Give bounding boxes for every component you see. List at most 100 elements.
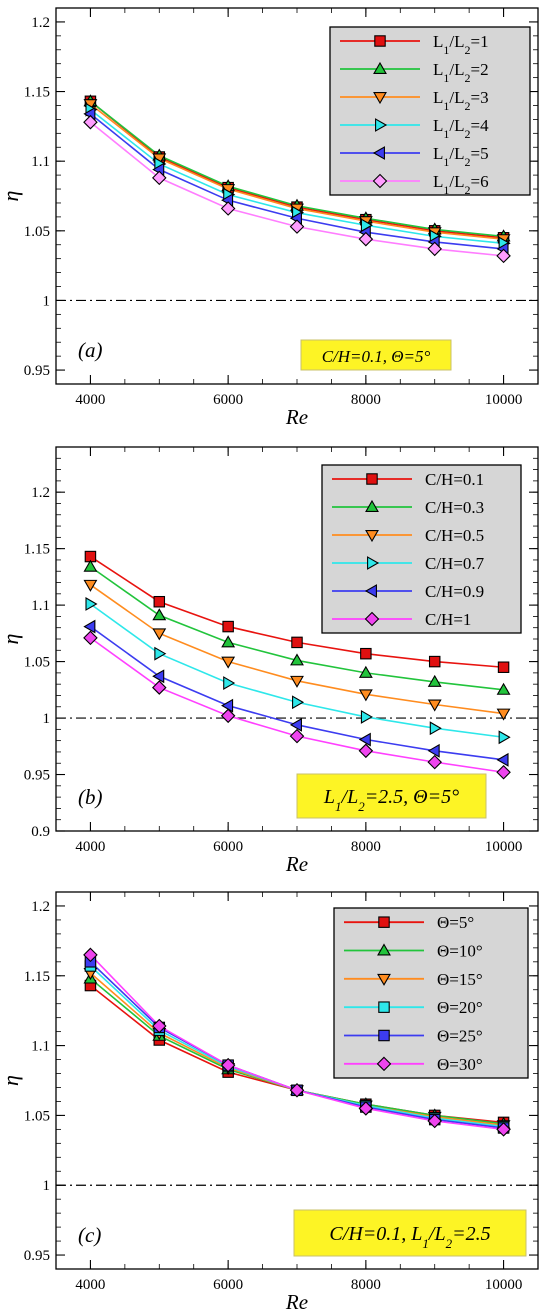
y-tick-label: 1.15 <box>24 542 50 558</box>
y-tick-label: 1.15 <box>24 85 50 101</box>
legend-label: Θ=20° <box>437 998 483 1017</box>
x-tick-label: 10000 <box>485 1277 523 1293</box>
data-point-s6 <box>358 231 374 247</box>
y-tick-label: 1 <box>43 1178 51 1194</box>
data-point-s1 <box>360 647 372 660</box>
legend-marker <box>373 61 387 74</box>
legend-marker <box>364 584 377 598</box>
data-point-s5 <box>152 669 165 684</box>
data-point-s3 <box>221 656 236 669</box>
legend-box <box>333 907 529 1079</box>
legend-marker <box>377 973 391 986</box>
data-point-s6 <box>427 1113 442 1129</box>
data-point-s3 <box>496 708 511 721</box>
data-point-s2 <box>496 682 511 695</box>
y-tick-label: 1.2 <box>31 899 50 915</box>
legend-label: C/H=0.7 <box>425 554 485 573</box>
data-point-s5 <box>83 619 96 634</box>
y-tick-label: 1 <box>43 293 51 309</box>
legend-label: C/H=0.9 <box>425 582 484 601</box>
x-tick-label: 4000 <box>75 1277 105 1293</box>
x-tick-label: 10000 <box>485 839 523 855</box>
data-point-s5 <box>221 698 234 713</box>
data-point-s4 <box>360 709 373 724</box>
data-point-s6 <box>152 1018 167 1034</box>
panel-label: (b) <box>78 785 103 809</box>
x-tick-label: 6000 <box>213 1277 243 1293</box>
y-tick-label: 1.2 <box>31 485 50 501</box>
panel-label: (a) <box>78 338 103 362</box>
data-point-s6 <box>427 754 442 770</box>
chart-panel-3: 0.95 1 1.05 1.1 1.15 1.2 4000 6000 8000 10000 Re η (… <box>0 891 539 1313</box>
y-tick-label: 1.15 <box>24 969 50 985</box>
data-point-s4 <box>85 597 98 611</box>
data-point-s5 <box>427 743 440 758</box>
annotation-box <box>296 773 487 819</box>
data-point-s3 <box>358 689 373 702</box>
y-tick-label: 1.1 <box>31 154 50 170</box>
data-point-s6 <box>83 114 98 130</box>
legend-label: Θ=10° <box>437 942 483 961</box>
chart-panel-1: 0.95 1 1.05 1.1 1.15 1.2 4000 6000 8000 10000 Re η (… <box>0 7 539 429</box>
legend-marker <box>378 1029 390 1042</box>
data-point-s6 <box>358 1101 374 1116</box>
y-tick-label: 1.05 <box>24 224 50 240</box>
legend-marker <box>373 92 387 105</box>
x-tick-label: 6000 <box>213 839 243 855</box>
x-tick-label: 4000 <box>75 839 105 855</box>
legend-box <box>329 26 531 196</box>
data-point-s2 <box>83 559 98 572</box>
y-axis-label: η <box>0 191 23 202</box>
data-point-s1 <box>222 620 234 633</box>
y-axis-label: η <box>0 1075 23 1086</box>
chart-panel-2: 0.9 0.95 1 1.05 1.1 1.15 1.2 4000 6000 8000 10000 R… <box>0 446 539 876</box>
y-tick-label: 0.9 <box>31 824 50 840</box>
y-tick-label: 1.05 <box>24 655 50 671</box>
data-point-s4 <box>223 676 236 690</box>
data-point-s1 <box>497 661 510 673</box>
data-point-s3 <box>83 579 98 592</box>
data-point-s6 <box>289 1082 305 1098</box>
legend-label: Θ=25° <box>437 1027 483 1046</box>
x-tick-label: 8000 <box>351 392 381 408</box>
legend-marker <box>365 530 379 543</box>
data-point-s6 <box>427 241 442 257</box>
legend-marker <box>364 611 380 627</box>
data-point-s2 <box>427 674 442 687</box>
data-point-s6 <box>220 1057 236 1073</box>
legend-marker <box>376 1056 392 1072</box>
data-point-s6 <box>152 170 167 186</box>
legend-marker <box>372 173 388 189</box>
x-tick-label: 4000 <box>75 392 105 408</box>
x-tick-label: 8000 <box>351 839 381 855</box>
legend-label: L1/L2=1 <box>433 32 489 57</box>
y-tick-label: 1.2 <box>31 15 50 31</box>
legend-marker <box>367 556 380 570</box>
panel-label: (c) <box>78 1223 101 1247</box>
annotation-text: L1/L2=2.5, Θ=5° <box>323 786 459 814</box>
data-point-s2 <box>358 665 373 678</box>
data-point-s6 <box>496 764 511 780</box>
legend-label: Θ=15° <box>437 970 483 989</box>
data-point-s4 <box>154 646 167 661</box>
x-axis-label: Re <box>285 852 308 876</box>
data-point-s6 <box>220 708 236 724</box>
legend-marker <box>372 146 385 160</box>
annotation-text: C/H=0.1, Θ=5° <box>322 347 431 366</box>
legend-label: L1/L2=3 <box>433 88 489 113</box>
legend-label: L1/L2=2 <box>433 60 489 85</box>
data-point-s6 <box>152 680 167 695</box>
x-tick-label: 10000 <box>485 392 523 408</box>
x-axis-label: Re <box>285 405 308 429</box>
y-tick-label: 0.95 <box>24 768 50 784</box>
data-point-s3 <box>290 675 304 688</box>
annotation-box <box>293 1209 527 1257</box>
legend-marker <box>365 499 379 512</box>
data-point-s3 <box>152 628 167 641</box>
data-point-s1 <box>291 636 303 649</box>
legend-box <box>321 464 522 634</box>
y-tick-label: 0.95 <box>24 1248 50 1264</box>
legend-label: C/H=1 <box>425 610 471 629</box>
y-axis-label: η <box>0 634 23 645</box>
